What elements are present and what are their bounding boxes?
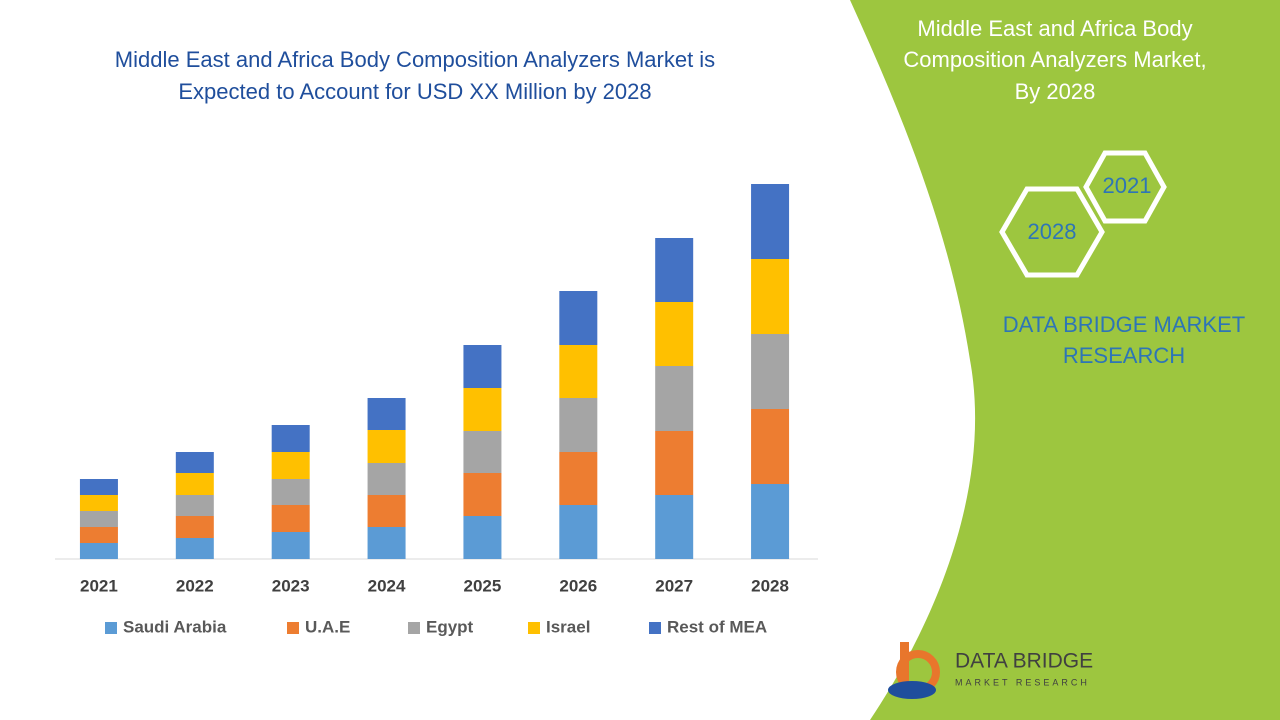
bar-segment — [751, 259, 790, 334]
bar-segment — [175, 473, 214, 495]
bar-segment — [655, 238, 694, 302]
bar-segment — [463, 473, 502, 516]
legend-label: Egypt — [426, 617, 474, 636]
panel-title: By 2028 — [1015, 79, 1096, 104]
legend-label: Saudi Arabia — [123, 617, 227, 636]
legend-swatch — [408, 622, 420, 634]
bar-segment — [559, 345, 598, 398]
bar-segment — [79, 527, 118, 543]
bar-segment — [367, 527, 406, 559]
x-tick-label: 2022 — [176, 576, 214, 595]
bar-segment — [271, 452, 310, 479]
panel-title: Composition Analyzers Market, — [903, 47, 1206, 72]
legend-swatch — [287, 622, 299, 634]
logo: DATA BRIDGE MARKET RESEARCH — [888, 642, 1093, 699]
bar-segment — [367, 430, 406, 463]
x-tick-label: 2021 — [80, 576, 118, 595]
bar-segment — [559, 398, 598, 452]
x-tick-label: 2027 — [655, 576, 693, 595]
bar-segment — [79, 495, 118, 511]
bar-segment — [655, 366, 694, 431]
bar-segment — [751, 184, 790, 259]
bar-segment — [175, 452, 214, 473]
bar-segment — [271, 505, 310, 532]
bar-segment — [463, 388, 502, 431]
bar-segment — [367, 463, 406, 495]
bar-segment — [463, 345, 502, 388]
legend-label: Rest of MEA — [667, 617, 767, 636]
bar-segment — [175, 538, 214, 559]
bar-segment — [463, 516, 502, 559]
hexagon-label: 2021 — [1103, 173, 1152, 198]
x-tick-label: 2026 — [559, 576, 597, 595]
bar-segment — [79, 543, 118, 559]
bar-segment — [271, 425, 310, 452]
bar-segment — [751, 484, 790, 559]
bar-segment — [655, 431, 694, 495]
brand-text: RESEARCH — [1063, 343, 1185, 368]
legend-swatch — [105, 622, 117, 634]
bar-segment — [751, 409, 790, 484]
logo-mark — [888, 681, 936, 699]
legend-label: Israel — [546, 617, 590, 636]
bar-segment — [559, 505, 598, 559]
bar-segment — [751, 334, 790, 409]
x-tick-label: 2025 — [464, 576, 502, 595]
bar-segment — [367, 398, 406, 430]
bar-segment — [271, 479, 310, 505]
hexagon-label: 2028 — [1028, 219, 1077, 244]
bar-segment — [463, 431, 502, 473]
x-tick-label: 2024 — [368, 576, 406, 595]
bar-segment — [175, 495, 214, 516]
bar-segment — [655, 495, 694, 559]
bar-segment — [559, 291, 598, 345]
bar-segment — [79, 511, 118, 527]
bar-segment — [79, 479, 118, 495]
panel-title: Middle East and Africa Body — [917, 16, 1192, 41]
bar-segment — [559, 452, 598, 505]
x-tick-label: 2028 — [751, 576, 789, 595]
plot: 2021 2022 2023 2024 2025 2026 2027 2028 Saudi Ar… — [79, 184, 790, 636]
logo-name: DATA BRIDGE — [955, 650, 1093, 673]
green-panel — [850, 0, 1280, 720]
bar-segment — [271, 532, 310, 559]
legend-label: U.A.E — [305, 617, 350, 636]
x-tick-label: 2023 — [272, 576, 310, 595]
chart-title: Expected to Account for USD XX Million b… — [178, 79, 651, 104]
bar-segment — [367, 495, 406, 527]
brand-text: DATA BRIDGE MARKET — [1003, 312, 1245, 337]
hexagon — [999, 186, 1105, 278]
bar-segment — [655, 302, 694, 366]
chart-title: Middle East and Africa Body Composition … — [115, 47, 715, 72]
logo-tagline: MARKET RESEARCH — [955, 677, 1090, 687]
legend-swatch — [528, 622, 540, 634]
legend-swatch — [649, 622, 661, 634]
bar-segment — [175, 516, 214, 538]
hexagon — [1083, 150, 1167, 224]
